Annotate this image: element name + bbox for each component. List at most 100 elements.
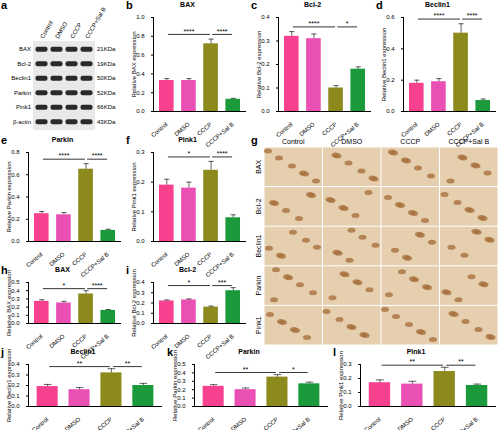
svg-text:CCCP: CCCP bbox=[446, 121, 463, 137]
svg-text:0.0: 0.0 bbox=[177, 403, 186, 409]
svg-text:CCCP: CCCP bbox=[196, 333, 213, 349]
svg-text:0.2: 0.2 bbox=[261, 61, 270, 67]
svg-text:*: * bbox=[188, 150, 191, 157]
svg-text:CCCP: CCCP bbox=[96, 416, 113, 430]
svg-text:**: ** bbox=[125, 360, 131, 367]
svg-text:****: **** bbox=[183, 28, 194, 35]
svg-text:0.3: 0.3 bbox=[261, 38, 270, 44]
svg-text:Bcl-2: Bcl-2 bbox=[17, 61, 31, 67]
svg-text:Parkin: Parkin bbox=[14, 90, 31, 96]
svg-text:0.3: 0.3 bbox=[177, 378, 186, 384]
svg-text:CCCP+Sal B: CCCP+Sal B bbox=[205, 121, 236, 148]
svg-text:Relative Beclin1 expression: Relative Beclin1 expression bbox=[381, 28, 387, 102]
svg-text:1.0: 1.0 bbox=[136, 14, 145, 20]
svg-text:CCCP: CCCP bbox=[430, 416, 447, 430]
svg-text:0.2: 0.2 bbox=[11, 216, 20, 222]
svg-text:19KDa: 19KDa bbox=[97, 61, 116, 67]
svg-text:CCCP+Sal B: CCCP+Sal B bbox=[84, 6, 107, 39]
svg-text:DMSO: DMSO bbox=[64, 416, 82, 430]
svg-text:DMSO: DMSO bbox=[48, 333, 66, 349]
svg-text:****: **** bbox=[308, 20, 319, 27]
svg-text:CCCP+Sal B: CCCP+Sal B bbox=[80, 333, 111, 360]
svg-text:0.4: 0.4 bbox=[11, 361, 20, 367]
svg-text:Relative BAX expression: Relative BAX expression bbox=[131, 31, 137, 97]
svg-text:CCCP: CCCP bbox=[262, 416, 279, 430]
svg-text:Control: Control bbox=[197, 416, 216, 430]
svg-text:0.2: 0.2 bbox=[136, 90, 145, 96]
svg-text:0.0: 0.0 bbox=[11, 403, 20, 409]
svg-text:0.1: 0.1 bbox=[177, 395, 186, 401]
svg-text:CCCP+Sal B: CCCP+Sal B bbox=[281, 416, 312, 430]
svg-text:0.0: 0.0 bbox=[11, 238, 20, 244]
svg-text:0.1: 0.1 bbox=[261, 85, 270, 91]
svg-text:Control: Control bbox=[31, 416, 50, 430]
svg-text:Relative BAX expression: Relative BAX expression bbox=[6, 270, 12, 336]
svg-text:Control: Control bbox=[363, 416, 382, 430]
svg-text:21KDa: 21KDa bbox=[97, 46, 116, 52]
svg-text:52KDa: 52KDa bbox=[97, 90, 116, 96]
svg-text:66KDa: 66KDa bbox=[97, 104, 116, 110]
svg-text:0.4: 0.4 bbox=[261, 14, 270, 20]
svg-text:Relative Parkin expression: Relative Parkin expression bbox=[172, 350, 178, 421]
svg-text:Relative Pink1 expression: Relative Pink1 expression bbox=[131, 162, 137, 231]
svg-text:DMSO: DMSO bbox=[230, 416, 248, 430]
svg-text:Control: Control bbox=[150, 251, 169, 268]
svg-text:Relative Bcl-2 expression: Relative Bcl-2 expression bbox=[256, 31, 262, 99]
svg-text:0.2: 0.2 bbox=[136, 300, 145, 306]
svg-text:*: * bbox=[346, 20, 349, 27]
svg-text:DMSO: DMSO bbox=[173, 251, 191, 267]
svg-text:**: ** bbox=[410, 358, 416, 365]
svg-text:Relative Bcl-2 expression: Relative Bcl-2 expression bbox=[131, 269, 137, 337]
svg-text:CCCP+Sal B: CCCP+Sal B bbox=[448, 138, 489, 145]
svg-text:43KDa: 43KDa bbox=[97, 119, 116, 125]
svg-text:0.3: 0.3 bbox=[136, 149, 145, 155]
svg-text:DMSO: DMSO bbox=[48, 251, 66, 267]
svg-text:0.0: 0.0 bbox=[136, 320, 145, 326]
svg-text:Relative Pink1 expression: Relative Pink1 expression bbox=[338, 351, 344, 420]
svg-text:DMSO: DMSO bbox=[173, 121, 191, 137]
svg-text:CCCP+Sal B: CCCP+Sal B bbox=[80, 251, 111, 278]
svg-text:0.2: 0.2 bbox=[136, 179, 145, 185]
svg-text:0.1: 0.1 bbox=[343, 389, 352, 395]
svg-text:0.2: 0.2 bbox=[11, 304, 20, 310]
svg-text:0.0: 0.0 bbox=[261, 108, 270, 114]
svg-text:Beclin1: Beclin1 bbox=[255, 234, 262, 257]
svg-text:0.5: 0.5 bbox=[177, 361, 186, 367]
svg-text:0.3: 0.3 bbox=[11, 296, 20, 302]
svg-text:CCCP: CCCP bbox=[71, 333, 88, 349]
svg-text:β-actin: β-actin bbox=[13, 119, 31, 125]
svg-text:DMSO: DMSO bbox=[423, 121, 441, 137]
svg-text:CCCP: CCCP bbox=[69, 22, 83, 40]
svg-text:****: **** bbox=[217, 28, 228, 35]
svg-text:****: **** bbox=[217, 150, 228, 157]
svg-text:Control: Control bbox=[400, 121, 419, 138]
svg-text:Control: Control bbox=[282, 138, 305, 145]
svg-text:0.8: 0.8 bbox=[11, 149, 20, 155]
svg-text:Control: Control bbox=[150, 333, 169, 350]
svg-text:0.3: 0.3 bbox=[136, 290, 145, 296]
svg-text:*: * bbox=[292, 366, 295, 373]
svg-text:**: ** bbox=[77, 360, 83, 367]
svg-text:0.0: 0.0 bbox=[136, 238, 145, 244]
svg-text:****: **** bbox=[92, 282, 103, 289]
svg-text:0.2: 0.2 bbox=[177, 387, 186, 393]
svg-text:0.6: 0.6 bbox=[386, 14, 395, 20]
svg-text:**: ** bbox=[243, 366, 249, 373]
svg-text:0.2: 0.2 bbox=[11, 382, 20, 388]
svg-text:0.3: 0.3 bbox=[11, 372, 20, 378]
svg-text:50KDa: 50KDa bbox=[97, 75, 116, 81]
svg-text:0.0: 0.0 bbox=[136, 108, 145, 114]
svg-text:*: * bbox=[63, 282, 66, 289]
svg-text:0.3: 0.3 bbox=[343, 361, 352, 367]
svg-text:0.1: 0.1 bbox=[136, 310, 145, 316]
svg-text:Control: Control bbox=[25, 251, 44, 268]
svg-text:CCCP: CCCP bbox=[196, 121, 213, 137]
svg-text:0.1: 0.1 bbox=[136, 209, 145, 215]
svg-text:****: **** bbox=[58, 152, 69, 159]
svg-text:0.6: 0.6 bbox=[11, 172, 20, 178]
svg-text:Relative Parkin expression: Relative Parkin expression bbox=[6, 161, 12, 232]
svg-text:****: **** bbox=[467, 12, 478, 19]
svg-text:DMSO: DMSO bbox=[54, 21, 68, 40]
svg-text:Control: Control bbox=[39, 20, 54, 40]
svg-text:0.8: 0.8 bbox=[136, 33, 145, 39]
